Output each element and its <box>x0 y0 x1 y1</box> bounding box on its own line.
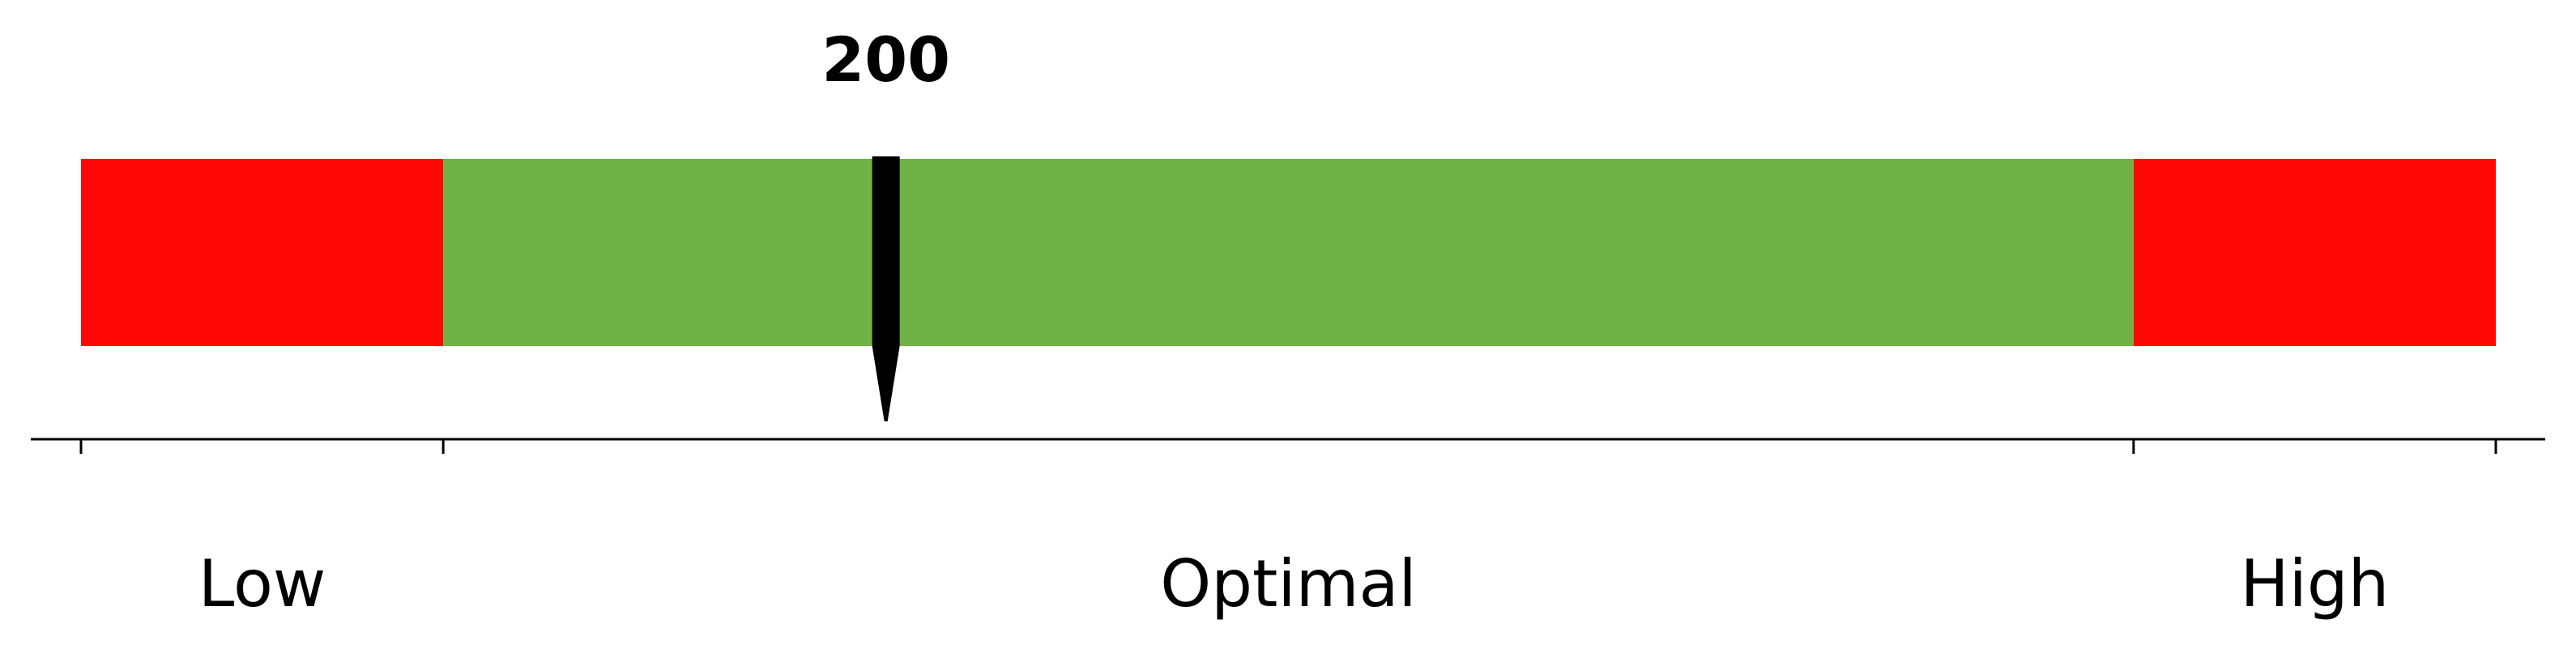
zone-label-low: Low <box>198 546 326 622</box>
zone-label-optimal: Optimal <box>1160 546 1417 622</box>
zone-bar-high <box>2133 159 2496 346</box>
zone-labels-layer: Low Optimal High <box>198 546 2390 622</box>
pointer-layer <box>872 156 900 421</box>
value-pointer <box>872 156 900 421</box>
value-label: 200 <box>821 24 950 96</box>
ticks-layer <box>79 439 2497 454</box>
zone-bar-low <box>81 159 444 346</box>
zone-label-high: High <box>2240 546 2389 622</box>
zone-bar-optimal <box>443 159 2134 346</box>
zones-layer <box>81 159 2496 346</box>
